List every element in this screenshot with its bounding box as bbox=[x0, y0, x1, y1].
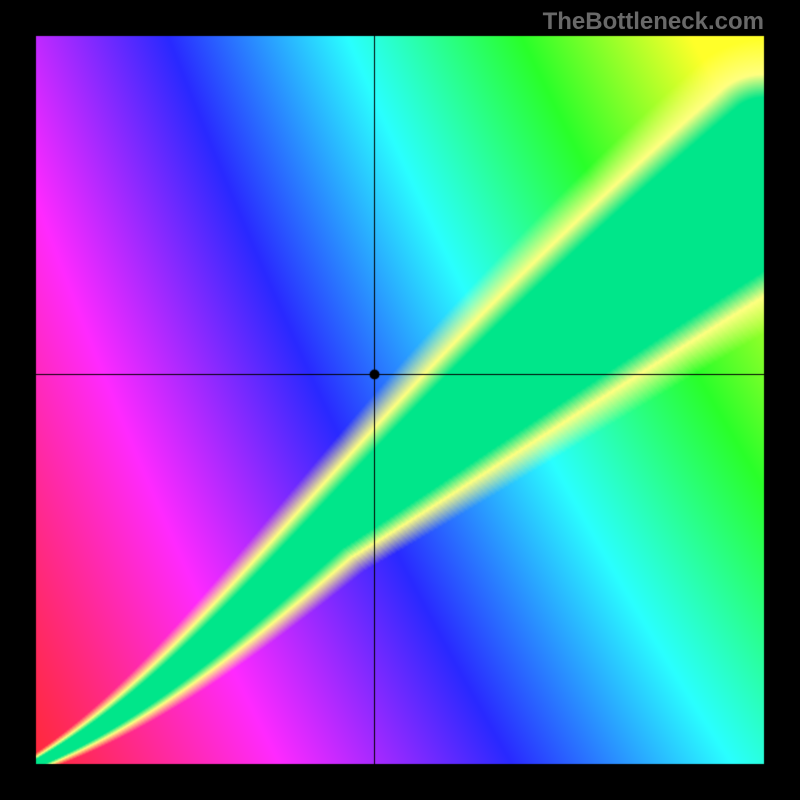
chart-container: TheBottleneck.com bbox=[0, 0, 800, 800]
bottleneck-heatmap bbox=[0, 0, 800, 800]
watermark-text: TheBottleneck.com bbox=[543, 8, 764, 36]
